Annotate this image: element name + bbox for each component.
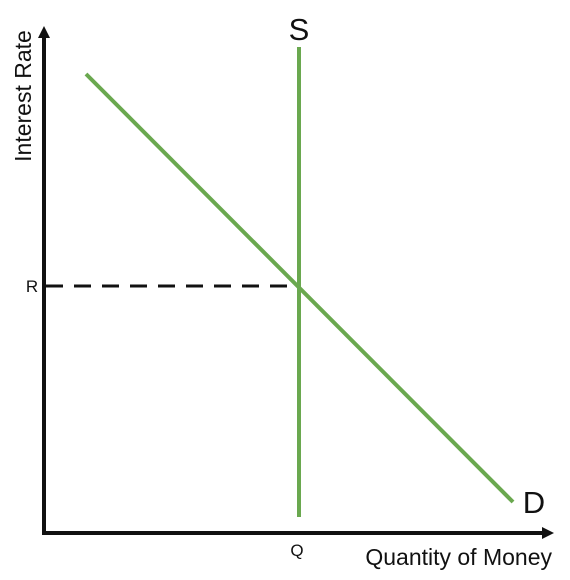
y-axis-title: Interest Rate	[10, 30, 36, 162]
supply-label: S	[289, 12, 310, 47]
rate-label-r: R	[26, 277, 38, 296]
demand-label: D	[523, 485, 545, 520]
x-axis-title: Quantity of Money	[365, 544, 552, 570]
quantity-label-q: Q	[290, 541, 303, 560]
